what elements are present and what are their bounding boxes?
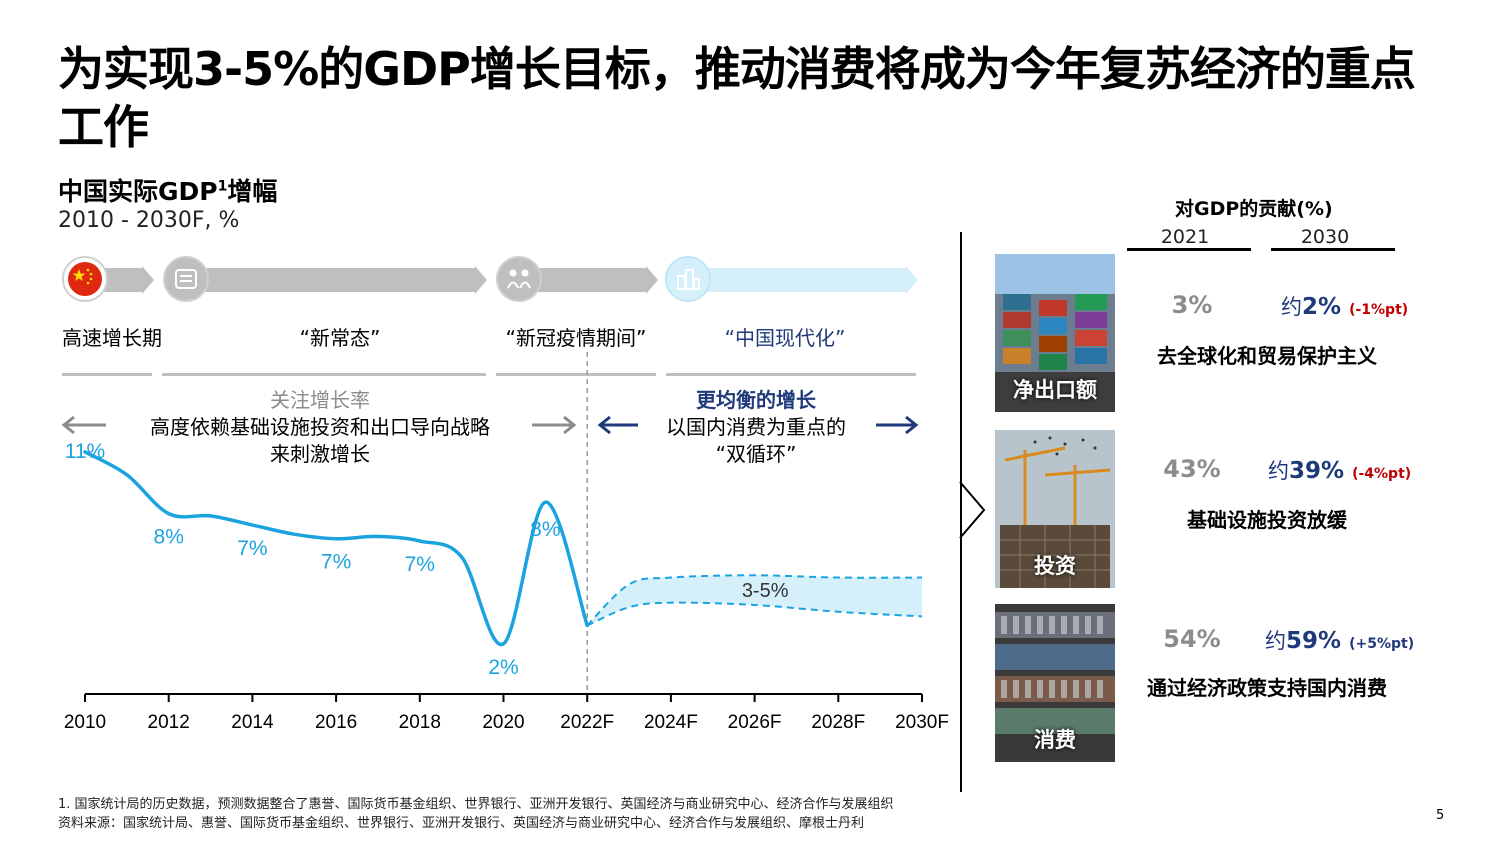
phase-bar-4	[688, 268, 906, 292]
x-tick-label-2028F: 2028F	[811, 712, 865, 733]
phase-arrow-1	[142, 266, 154, 294]
x-tick-label-2024F: 2024F	[644, 712, 698, 733]
data-label-2016: 7%	[321, 551, 351, 574]
left-desc-line1: 高度依赖基础设施投资和出口导向战略	[150, 415, 490, 439]
photo-label-consumption: 消费	[1034, 728, 1076, 752]
x-tick-label-2026F: 2026F	[728, 712, 782, 733]
china-flag-icon	[62, 256, 108, 302]
section-divider	[960, 232, 962, 792]
value-2021-investment: 43%	[1163, 455, 1221, 483]
col-rule-2030	[1271, 248, 1395, 251]
x-tick-label-2012: 2012	[148, 712, 190, 733]
phase-arrow-3	[646, 266, 658, 294]
forecast-band-area	[587, 575, 922, 626]
page-title: 为实现3-5%的GDP增长目标，推动消费将成为今年复苏经济的重点工作	[58, 42, 1416, 154]
people-distancing-icon	[496, 256, 542, 302]
phase-label-2: “新常态”	[299, 326, 381, 350]
shelves-photo: 消费	[995, 604, 1115, 762]
photo-label-investment: 投资	[1034, 554, 1076, 578]
left-description: 关注增长率 高度依赖基础设施投资和出口导向战略 来刺激增长	[120, 387, 520, 468]
left-desc-line2: 来刺激增长	[270, 442, 370, 466]
bracket-chevron	[959, 481, 986, 539]
value-2021-consumption: 54%	[1163, 625, 1221, 653]
data-label-2021: 8%	[530, 518, 560, 541]
containers-photo: 净出口额	[995, 254, 1115, 412]
col-header-2021: 2021	[1160, 226, 1210, 248]
phase-line-1	[62, 373, 152, 376]
data-label-2012: 8%	[154, 526, 184, 549]
data-label-2018: 7%	[405, 553, 435, 576]
phase-arrow-4	[906, 266, 918, 294]
city-buildings-icon	[665, 256, 711, 302]
page-number: 5	[1436, 808, 1445, 823]
driver-net-exports: 去全球化和贸易保护主义	[1157, 344, 1377, 368]
x-tick-label-2030F: 2030F	[895, 712, 949, 733]
right-desc-line2: “双循环”	[715, 442, 797, 466]
value-2030-net-exports: 约2% (-1%pt)	[1281, 294, 1409, 320]
right-desc-line1: 以国内消费为重点的	[666, 415, 846, 439]
phase-label-4: “中国现代化”	[724, 326, 846, 350]
delta-net-exports: (-1%pt)	[1349, 302, 1409, 318]
col-header-2030: 2030	[1300, 226, 1350, 248]
desc-arrows	[61, 415, 919, 435]
right-desc-heading: 更均衡的增长	[696, 388, 816, 412]
phase-arrow-2	[475, 266, 487, 294]
chart-range: 2010 - 2030F, %	[58, 208, 240, 233]
footnote-1: 1. 国家统计局的历史数据，预测数据整合了惠誉、国际货币基金组织、世界银行、亚洲…	[58, 797, 894, 812]
phase-label-1: 高速增长期	[62, 326, 162, 350]
x-tick-label-2010: 2010	[64, 712, 106, 733]
delta-investment: (-4%pt)	[1352, 466, 1412, 482]
value-2030-investment: 约39% (-4%pt)	[1268, 458, 1412, 484]
phase-label-3: “新冠疫情期间”	[505, 326, 647, 350]
phase-line-3	[496, 373, 656, 376]
phase-line-4	[666, 373, 916, 376]
chart-subtitle: 中国实际GDP1增幅	[58, 177, 278, 206]
x-tick-label-2018: 2018	[399, 712, 441, 733]
data-label-2020: 2%	[488, 656, 518, 679]
right-description: 更均衡的增长 以国内消费为重点的 “双循环”	[642, 387, 870, 468]
document-icon	[163, 256, 209, 302]
forecast-lower-line	[586, 601, 923, 627]
col-rule-2021	[1127, 248, 1251, 251]
photo-label-net-exports: 净出口额	[1013, 378, 1097, 402]
value-2021-net-exports: 3%	[1171, 291, 1213, 319]
footnote-source: 资料来源：国家统计局、惠誉、国际货币基金组织、世界银行、亚洲开发银行、英国经济与…	[58, 816, 865, 831]
x-tick-label-2016: 2016	[315, 712, 357, 733]
contribution-heading: 对GDP的贡献(%)	[1175, 198, 1333, 220]
phase-line-2	[162, 373, 486, 376]
left-desc-heading: 关注增长率	[270, 388, 370, 412]
gdp-line-chart: 3-5% 11% 8% 7% 7% 7% 2% 8% 2010 2012 2014 2016 2018 2…	[64, 352, 949, 733]
driver-consumption: 通过经济政策支持国内消费	[1147, 676, 1387, 700]
phase-bar-2	[185, 268, 475, 292]
value-2030-consumption: 约59% (+5%pt)	[1265, 628, 1415, 654]
x-tick-label-2022F: 2022F	[560, 712, 614, 733]
data-label-2014: 7%	[237, 537, 267, 560]
forecast-band-label: 3-5%	[742, 580, 789, 602]
data-label-2010: 11%	[65, 440, 105, 463]
gdp-series-line	[83, 450, 589, 646]
x-tick-label-2020: 2020	[482, 712, 524, 733]
cranes-photo: 投资	[995, 430, 1115, 588]
forecast-upper-line	[586, 574, 923, 627]
x-tick-label-2014: 2014	[231, 712, 274, 733]
delta-consumption: (+5%pt)	[1349, 636, 1415, 652]
driver-investment: 基础设施投资放缓	[1187, 508, 1347, 532]
